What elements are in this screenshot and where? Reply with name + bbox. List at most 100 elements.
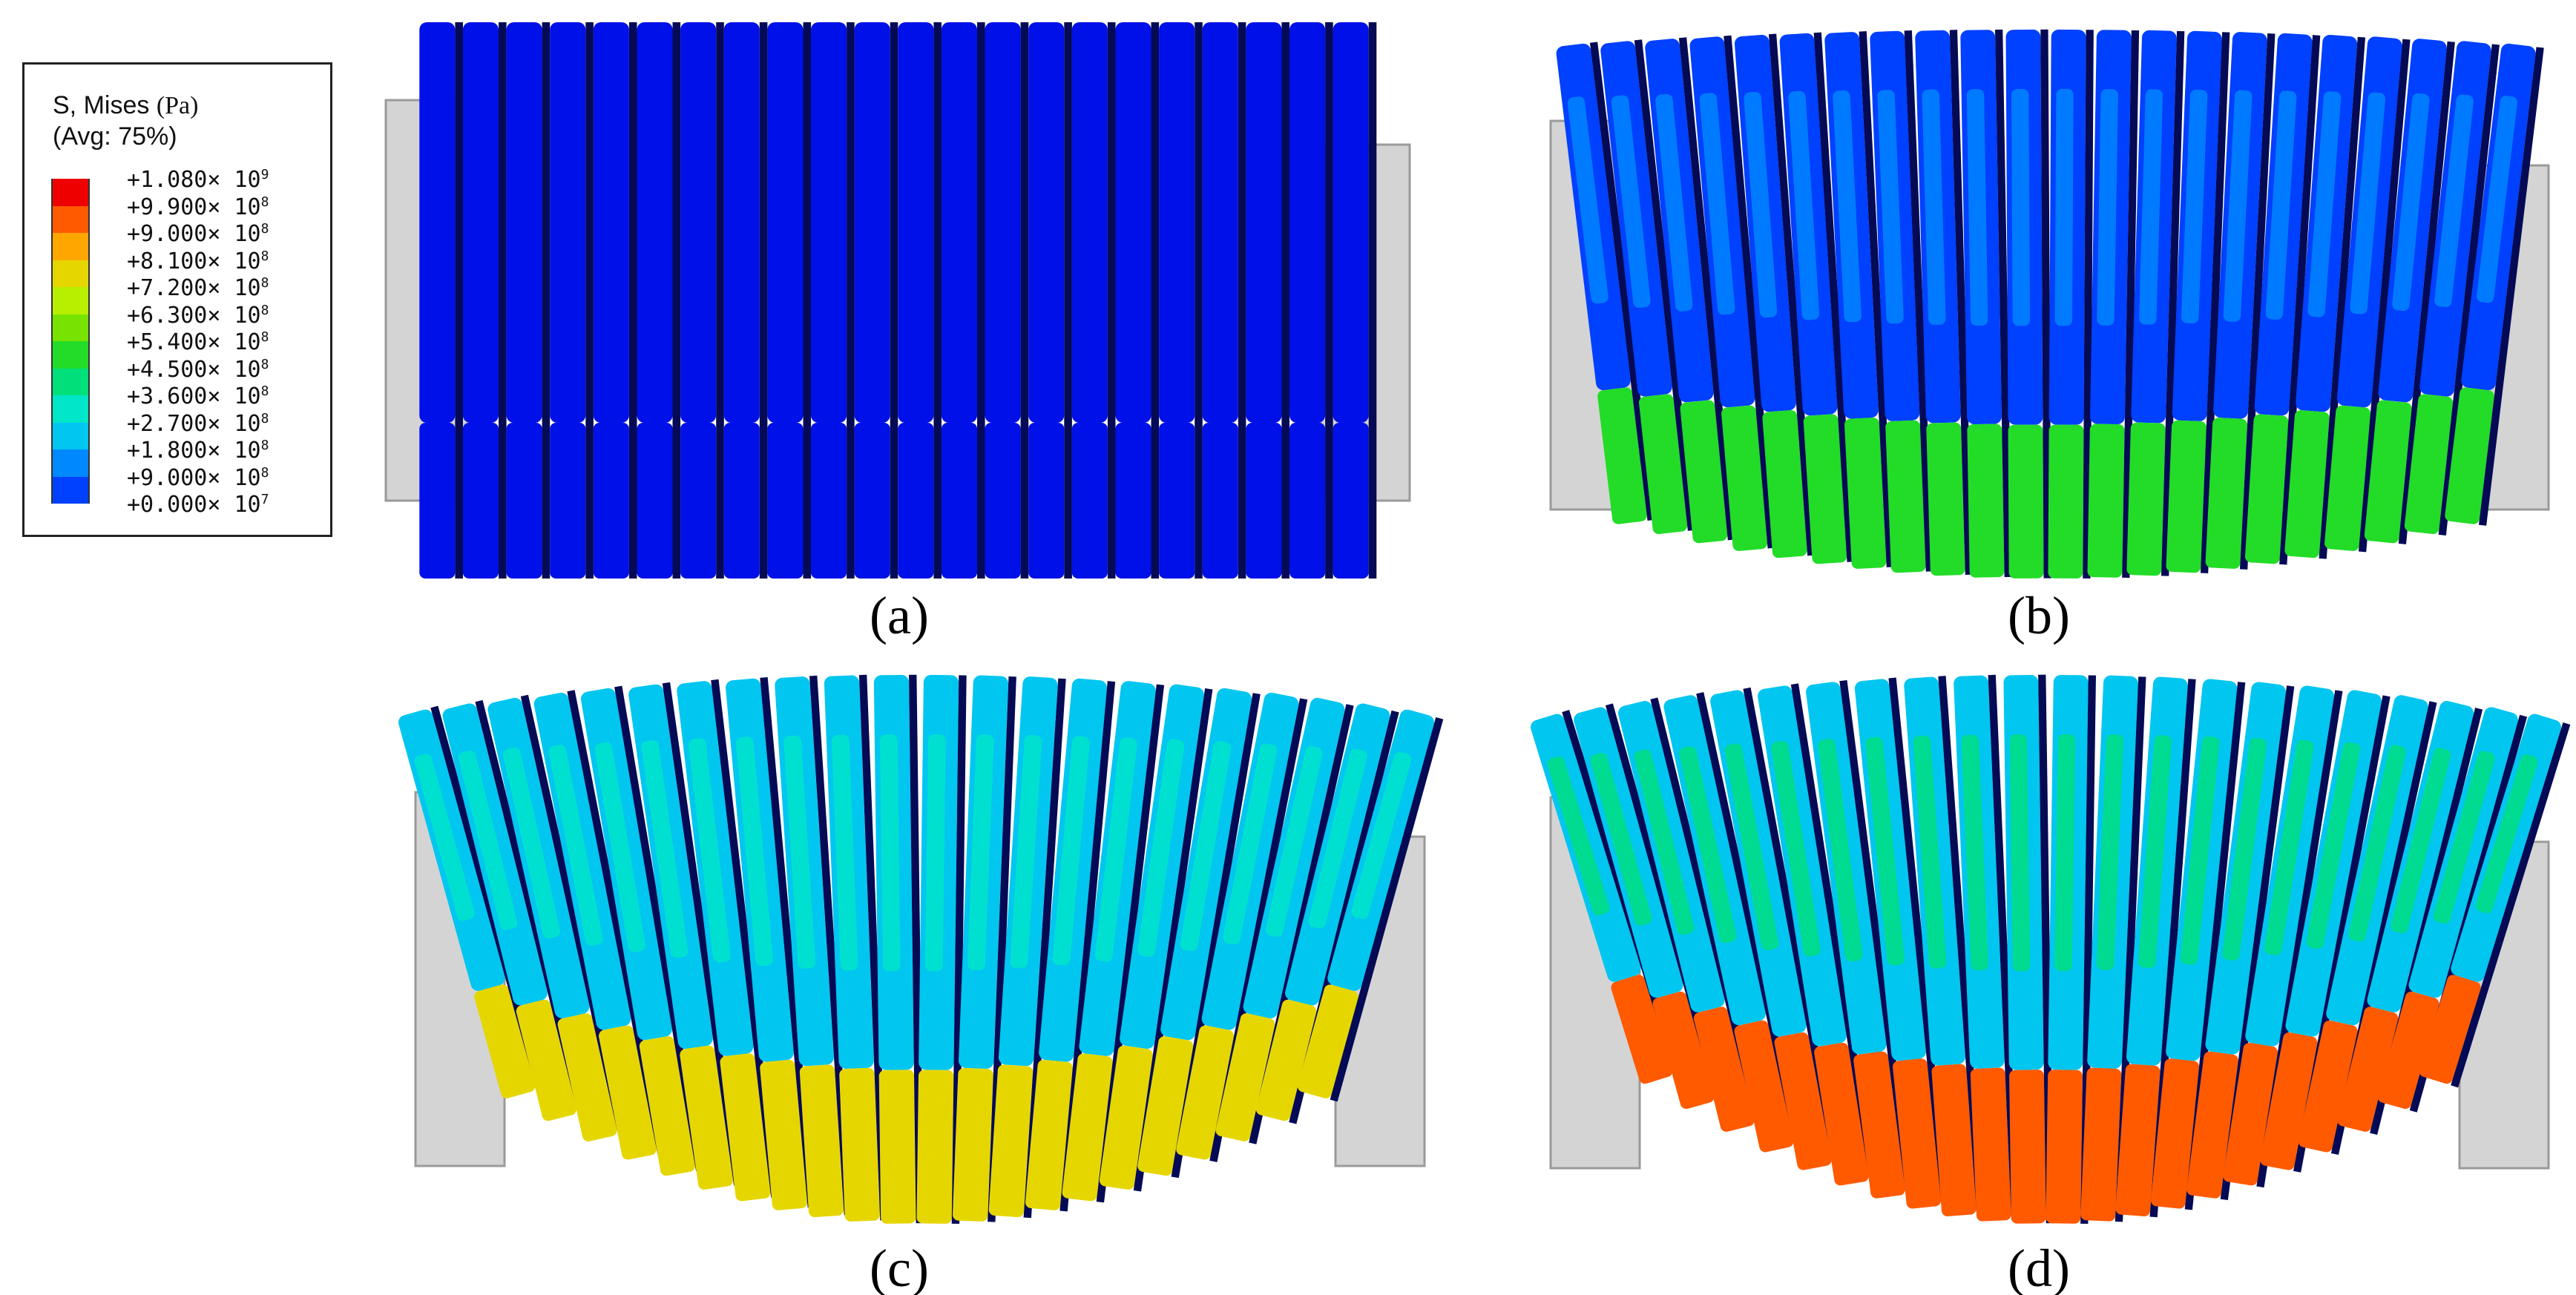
ring-lower: [1028, 423, 1065, 579]
ring-groove: [2161, 30, 2185, 576]
corrugation-ring: [2284, 34, 2366, 559]
ring-groove: [1064, 22, 1072, 579]
ring-lower: [2377, 991, 2439, 1110]
ring-groove: [1209, 698, 1308, 1162]
corrugation-ring: [1556, 42, 1655, 524]
ring-lower: [1333, 423, 1369, 579]
corrugation-ring: [1297, 709, 1444, 1102]
legend-swatch: [51, 179, 90, 206]
legend-entry-label: +8.100× 108: [127, 248, 269, 274]
legend-entry-label: +9.900× 108: [127, 194, 269, 220]
ring-stress-band: [2433, 751, 2495, 924]
ring-lower: [1721, 405, 1768, 551]
ring-lower: [2205, 418, 2247, 569]
ring-lower: [516, 999, 576, 1121]
ring-lower: [2445, 387, 2494, 524]
ring-upper: [1333, 22, 1369, 423]
corrugation-ring: [1025, 678, 1116, 1212]
ring-lower: [2260, 1032, 2318, 1170]
pipe-panel: (b): [1549, 29, 2550, 645]
ring-lower: [2364, 400, 2412, 544]
ring-lower: [878, 1070, 916, 1224]
ring-stress-band: [1788, 90, 1820, 320]
ring-upper: [985, 22, 1021, 423]
legend-swatch: [51, 422, 90, 449]
ring-groove: [716, 22, 724, 579]
ring-stress-band: [2181, 89, 2208, 324]
stress-legend: S, Mises (Pa) (Avg: 75%) +1.080× 109 +9.9…: [22, 62, 332, 537]
legend-entry-label: +6.300× 108: [127, 302, 269, 329]
ring-upper: [680, 22, 717, 423]
corrugation-ring: [2166, 30, 2230, 573]
ring-lower: [839, 1067, 880, 1222]
ring-groove: [1330, 716, 1444, 1102]
ring-lower: [1137, 1036, 1194, 1176]
ring-stress-band: [1351, 751, 1412, 920]
corrugation-ring: [2404, 41, 2500, 536]
ring-stress-band: [879, 734, 901, 972]
legend-swatch: [51, 341, 90, 369]
ring-lower: [1115, 423, 1151, 579]
ring-lower: [760, 1059, 808, 1210]
ring-groove: [2358, 39, 2411, 553]
ring-groove: [1107, 22, 1116, 579]
ring-groove: [1368, 22, 1377, 579]
ring-stress-band: [2434, 94, 2474, 308]
ring-groove: [1724, 35, 1775, 549]
ring-lower: [1931, 1064, 1977, 1216]
ring-lower: [1176, 1025, 1234, 1160]
ring-stress-band: [1634, 749, 1695, 935]
ring-stress-band: [2477, 96, 2517, 303]
ring-lower: [2186, 1051, 2238, 1199]
ring-stress-band: [1724, 743, 1779, 951]
corrugation-ring: [2046, 674, 2096, 1225]
corrugation-ring: [2115, 676, 2196, 1218]
ring-stress-band: [1265, 745, 1323, 938]
corrugation-ring: [1071, 22, 1116, 579]
ring-lower: [898, 423, 934, 579]
ring-lower: [1611, 975, 1673, 1084]
ring-lower: [2419, 975, 2481, 1084]
legend-swatch: [51, 233, 90, 260]
ring-groove: [2319, 36, 2366, 559]
ring-groove: [2040, 29, 2051, 579]
ring-stress-band: [1865, 737, 1905, 966]
ring-lower: [1853, 1051, 1905, 1199]
panel-caption: (d): [2008, 1239, 2070, 1295]
ring-lower: [1071, 423, 1108, 579]
ring-stress-band: [1010, 735, 1042, 969]
corrugation-ring: [1115, 22, 1160, 579]
ring-groove: [2122, 30, 2140, 579]
ring-stress-band: [1961, 734, 1988, 971]
corrugation-ring: [1099, 684, 1213, 1192]
pipe-panel: (a): [384, 22, 1411, 645]
ring-lower: [1774, 1032, 1832, 1170]
ring-groove: [1949, 30, 1974, 575]
ring-groove: [1589, 42, 1655, 521]
ring-stress-band: [735, 737, 773, 966]
legend-entry-label: +5.400× 108: [127, 329, 269, 355]
ring-lower: [799, 1064, 844, 1217]
ring-lower: [1967, 424, 2005, 578]
ring-stress-band: [1094, 737, 1137, 962]
ring-groove: [2115, 676, 2146, 1222]
corrugation-ring: [1779, 32, 1855, 564]
legend-swatch: [51, 395, 90, 423]
ring-groove: [542, 22, 551, 579]
ring-lower: [2009, 1070, 2046, 1224]
ring-stress-band: [2180, 736, 2220, 965]
corrugation-ring: [2244, 33, 2321, 565]
ring-stress-band: [1590, 753, 1652, 926]
ring-stress-band: [2307, 91, 2342, 317]
ring-lower: [2048, 424, 2084, 579]
ring-stress-band: [1223, 743, 1278, 945]
ring-groove: [1994, 29, 2012, 578]
legend-swatch: [51, 476, 90, 504]
ring-lower: [720, 1053, 771, 1202]
ring-stress-band: [2097, 88, 2118, 326]
ring-lower: [1885, 420, 1926, 573]
panel-caption: (a): [870, 586, 929, 645]
ring-groove: [1859, 31, 1895, 567]
ring-stress-band: [2054, 88, 2074, 326]
